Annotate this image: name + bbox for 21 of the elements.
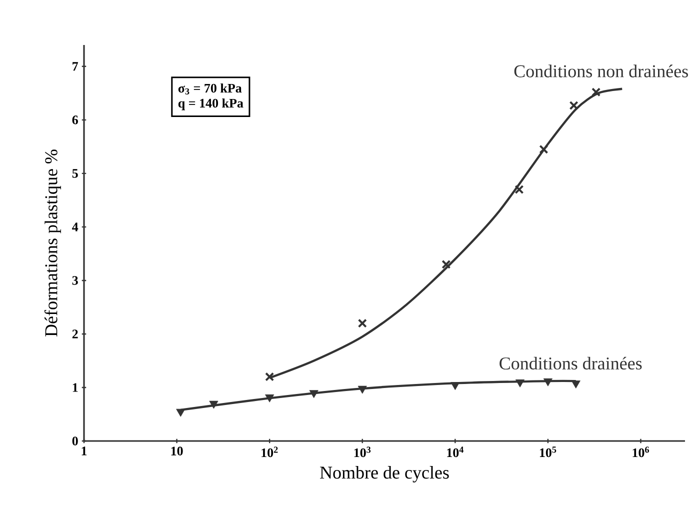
x-tick-label: 10$^{3}$ (354, 446, 371, 458)
x-tick-label: 10$^{2}$ (262, 446, 278, 458)
y-tick-label: 3 (72, 276, 78, 285)
y-axis-title: Déformations plastique % (44, 150, 61, 336)
x-tick-label: 10 (171, 446, 183, 456)
x-tick-label: 10$^{5}$ (540, 446, 556, 458)
x-tick-label: 1 (82, 446, 87, 456)
annotation: q = 140 kPa (178, 98, 244, 110)
y-tick-label: 7 (72, 62, 78, 71)
y-tick-label: 0 (72, 436, 78, 446)
y-tick-label: 4 (72, 222, 78, 232)
y-tick-label: 5 (72, 169, 78, 178)
y-tick-label: 2 (72, 330, 78, 338)
series-label: Conditions drainées (500, 356, 642, 370)
x-tick-label: 10$^{4}$ (447, 446, 464, 458)
y-tick-label: 1 (72, 383, 78, 392)
series-label: Conditions non drainées (514, 64, 688, 78)
x-axis-title: Nombre de cycles (320, 466, 449, 482)
y-tick-label: 6 (72, 116, 78, 124)
x-tick-label: 10$^{6}$ (632, 446, 649, 458)
annotation: σ$_{3}$ = 70 kPa (178, 83, 242, 94)
